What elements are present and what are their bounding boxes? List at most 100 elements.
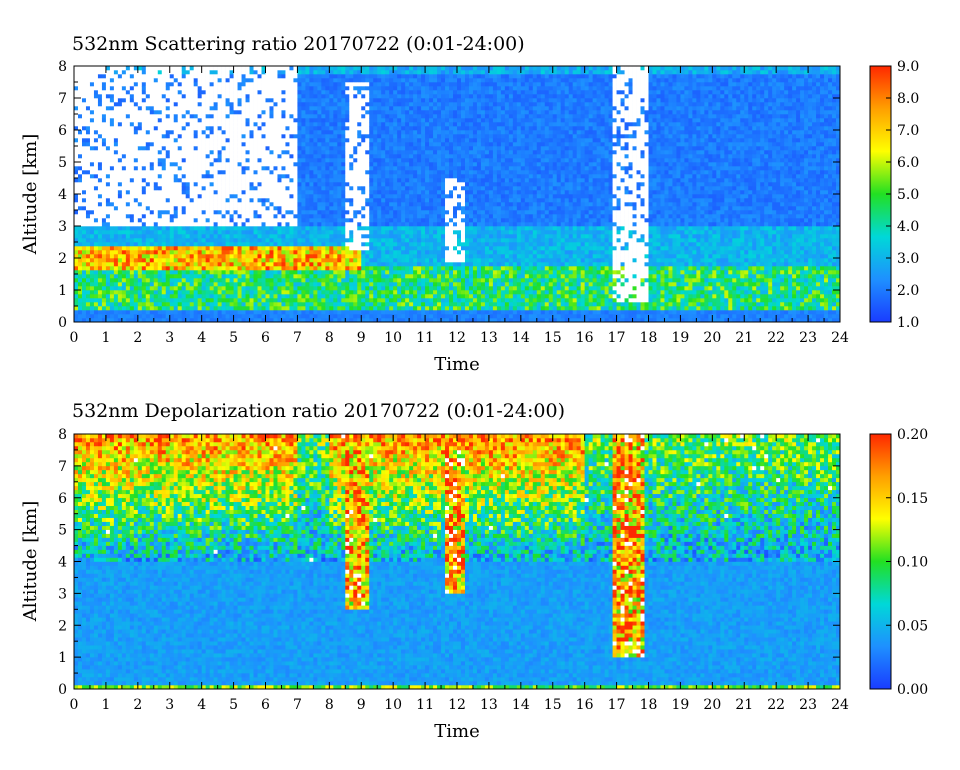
scattering-cell: [369, 206, 374, 211]
scattering-cell: [309, 302, 314, 307]
scattering-cell: [337, 158, 342, 163]
scattering-cell: [317, 146, 322, 151]
scattering-cell: [229, 306, 234, 311]
scattering-cell: [357, 138, 362, 143]
scattering-cell: [241, 186, 246, 191]
scattering-cell: [253, 190, 258, 195]
scattering-cell: [133, 218, 139, 223]
scattering-cell: [205, 254, 210, 259]
scattering-cell: [101, 174, 107, 179]
scattering-cell: [221, 198, 226, 203]
scattering-cell: [197, 282, 202, 287]
scattering-cell: [173, 234, 179, 239]
scattering-cell: [125, 78, 131, 83]
scattering-cell: [325, 290, 330, 295]
scattering-cell: [153, 66, 159, 71]
scattering-cell: [101, 302, 107, 307]
scattering-cell: [341, 278, 346, 283]
scattering-cell: [113, 102, 119, 107]
scattering-cell: [377, 158, 382, 163]
scattering-cell: [245, 70, 250, 75]
scattering-cell: [213, 114, 218, 119]
scattering-cell: [205, 290, 210, 295]
scattering-cell: [85, 290, 91, 295]
scattering-cell: [85, 110, 91, 115]
scattering-cell: [293, 274, 298, 279]
scattering-cell: [141, 234, 147, 239]
scattering-cell: [329, 286, 334, 291]
scattering-cell: [173, 86, 179, 91]
scattering-cell: [77, 238, 83, 243]
scattering-cell: [181, 118, 187, 123]
scattering-cell: [289, 290, 294, 295]
scattering-cell: [225, 262, 230, 267]
scattering-cell: [109, 214, 115, 219]
scattering-cell: [369, 122, 374, 127]
scattering-cell: [377, 218, 382, 223]
scattering-cell: [281, 138, 286, 143]
scattering-cell: [301, 202, 306, 207]
scattering-cell: [101, 194, 107, 199]
scattering-cell: [193, 98, 198, 103]
scattering-cell: [181, 186, 187, 191]
scattering-cell: [197, 278, 202, 283]
scattering-cell: [309, 250, 314, 255]
scattering-cell: [245, 158, 250, 163]
scattering-cell: [85, 86, 91, 91]
scattering-cell: [257, 234, 262, 239]
scattering-cell: [153, 186, 159, 191]
scattering-cell: [81, 158, 87, 163]
scattering-cell: [201, 106, 206, 111]
scattering-cell: [197, 202, 202, 207]
scattering-cell: [365, 86, 370, 91]
scattering-cell: [217, 246, 222, 251]
scattering-cell: [301, 190, 306, 195]
scattering-cell: [93, 110, 99, 115]
scattering-cell: [101, 158, 107, 163]
scattering-cell: [185, 234, 190, 239]
scattering-cell: [221, 142, 226, 147]
scattering-cell: [101, 114, 107, 119]
scattering-cell: [77, 130, 83, 135]
scattering-cell: [137, 258, 143, 263]
scattering-cell: [261, 154, 266, 159]
scattering-cell: [305, 218, 310, 223]
scattering-cell: [305, 226, 310, 231]
scattering-cell: [285, 306, 290, 311]
scattering-cell: [237, 66, 242, 71]
scattering-cell: [74, 118, 79, 123]
scattering-cell: [185, 166, 190, 171]
scattering-cell: [357, 174, 362, 179]
scattering-cell: [329, 106, 334, 111]
scattering-cell: [257, 266, 262, 271]
scattering-cell: [241, 282, 246, 287]
scattering-cell: [277, 106, 282, 111]
scattering-cell: [289, 194, 294, 199]
scattering-cell: [341, 130, 346, 135]
scattering-cell: [149, 226, 155, 231]
scattering-cell: [74, 230, 79, 235]
scattering-cell: [74, 318, 79, 323]
scattering-cell: [305, 194, 310, 199]
scattering-cell: [241, 250, 246, 255]
scattering-cell: [321, 154, 326, 159]
scattering-cell: [321, 190, 326, 195]
scattering-cell: [297, 294, 302, 299]
scattering-cell: [333, 294, 338, 299]
scattering-cell: [285, 210, 290, 215]
scattering-cell: [341, 234, 346, 239]
scattering-cell: [217, 222, 222, 227]
scattering-cell: [253, 246, 258, 251]
scattering-cell: [329, 306, 334, 311]
scattering-cell: [133, 166, 139, 171]
scattering-cell: [101, 206, 107, 211]
scattering-cell: [74, 306, 79, 311]
scattering-cell: [245, 290, 250, 295]
scattering-cell: [325, 294, 330, 299]
scattering-cell: [197, 266, 202, 271]
scattering-cell: [317, 122, 322, 127]
scattering-cell: [237, 294, 242, 299]
scattering-cell: [349, 146, 354, 151]
scattering-cell: [141, 286, 147, 291]
scattering-cell: [253, 226, 258, 231]
